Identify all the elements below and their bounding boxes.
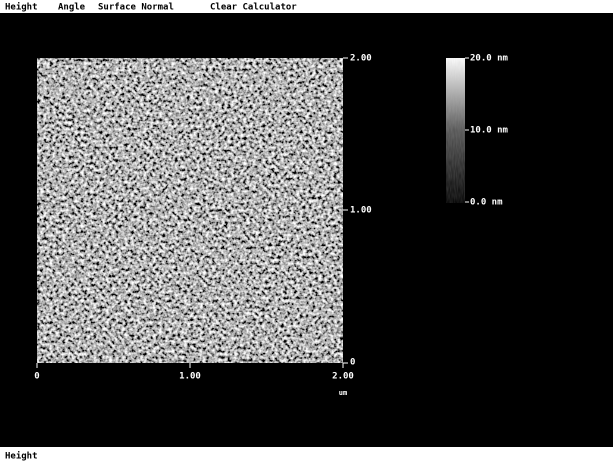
status-text: Height [5, 451, 38, 462]
menu-item[interactable]: Surface Normal [98, 3, 174, 13]
status-bar [0, 447, 613, 463]
menu-item[interactable]: Height [5, 2, 38, 13]
x-tick-label: 1.00 [179, 372, 201, 382]
y-tick-label: 1.00 [350, 206, 372, 216]
x-tick-label: 0 [34, 372, 39, 382]
color-bar-label: 20.0 nm [470, 54, 509, 64]
color-bar-label: 0.0 nm [470, 198, 503, 208]
menu-item[interactable]: Clear Calculator [210, 3, 297, 13]
color-bar-label: 10.0 nm [470, 126, 509, 136]
afm-image [37, 58, 343, 363]
screen: Height Angle Surface Normal Clear Calcul… [0, 0, 613, 463]
menu-item[interactable]: Angle [58, 3, 86, 13]
menu-bar: Height Angle Surface Normal Clear Calcul… [0, 0, 613, 13]
x-tick-label: 2.00 [332, 372, 354, 382]
y-tick-label: 2.00 [350, 54, 372, 64]
y-tick-label: 0 [350, 358, 355, 368]
color-bar-texture [446, 58, 465, 203]
x-axis-unit: um [339, 389, 347, 397]
menu-bar-bg [0, 0, 613, 13]
